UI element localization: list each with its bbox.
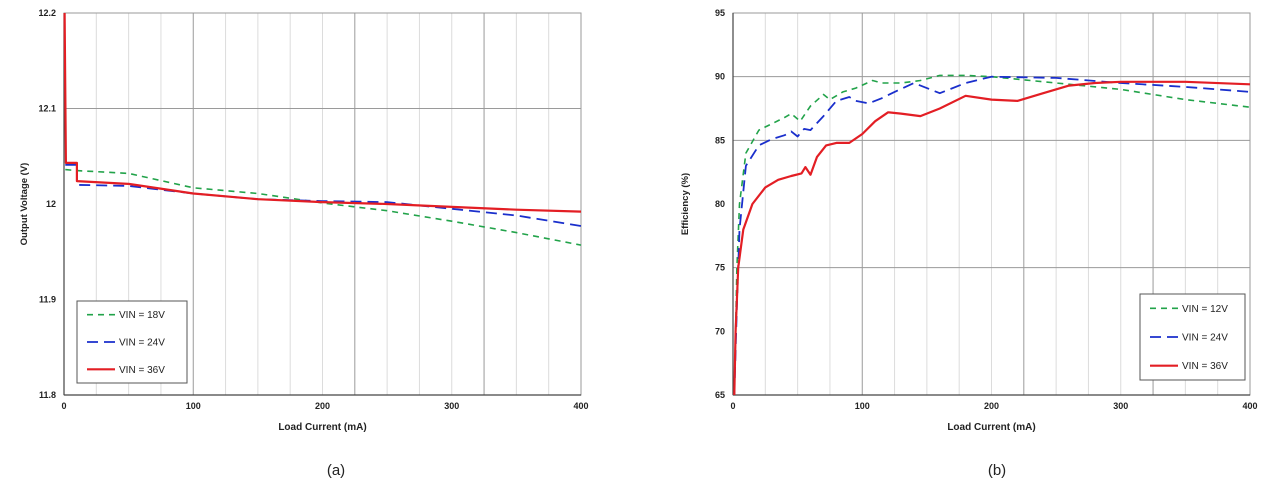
legend-label-2: VIN = 24V (119, 338, 165, 349)
y-tick-label: 11.8 (39, 390, 56, 400)
x-tick-label: 0 (730, 401, 735, 411)
y-tick-label: 12.2 (38, 8, 56, 18)
x-tick-label: 100 (855, 401, 870, 411)
x-axis-title: Load Current (mA) (947, 422, 1035, 433)
legend-label-3: VIN = 36V (119, 365, 165, 376)
panel-caption: (b) (988, 462, 1006, 479)
legend-label-1: VIN = 12V (1182, 304, 1228, 315)
y-tick-label: 70 (715, 326, 725, 336)
y-tick-label: 12 (46, 199, 56, 209)
y-tick-label: 85 (715, 135, 725, 145)
series-line-1 (733, 74, 1251, 396)
series-line-3 (733, 80, 1251, 396)
x-tick-label: 0 (61, 401, 66, 411)
legend-label-2: VIN = 24V (1182, 333, 1228, 344)
x-axis-title: Load Current (mA) (278, 422, 366, 433)
y-tick-label: 80 (715, 199, 725, 209)
y-axis-title: Efficiency (%) (680, 173, 691, 235)
y-tick-label: 95 (715, 8, 725, 18)
panel-caption: (a) (327, 462, 345, 479)
panel-b: 0 100 200 300 400 65 70 75 80 85 90 95 Load Current … (680, 8, 1258, 479)
y-tick-label: 90 (715, 72, 725, 82)
y-tick-label: 11.9 (39, 295, 56, 305)
series-line-1 (65, 168, 582, 246)
x-tick-label: 400 (1242, 401, 1257, 411)
y-tick-label: 75 (715, 263, 725, 273)
y-axis-title: Output Voltage (V) (19, 163, 30, 246)
legend-label-1: VIN = 18V (119, 310, 165, 321)
series-line-3 (63, 12, 582, 213)
panel-a: 0 100 200 300 400 11.8 11.9 12 12.1 12.2 Load Curr… (19, 8, 589, 479)
legend-label-3: VIN = 36V (1182, 361, 1228, 372)
x-tick-label: 100 (186, 401, 201, 411)
series-line-2 (733, 75, 1251, 396)
x-tick-label: 400 (573, 401, 588, 411)
y-tick-label: 65 (715, 390, 725, 400)
x-tick-label: 200 (315, 401, 330, 411)
x-tick-label: 200 (984, 401, 999, 411)
y-tick-label: 12.1 (38, 104, 56, 114)
x-tick-label: 300 (1113, 401, 1128, 411)
x-tick-label: 300 (444, 401, 459, 411)
